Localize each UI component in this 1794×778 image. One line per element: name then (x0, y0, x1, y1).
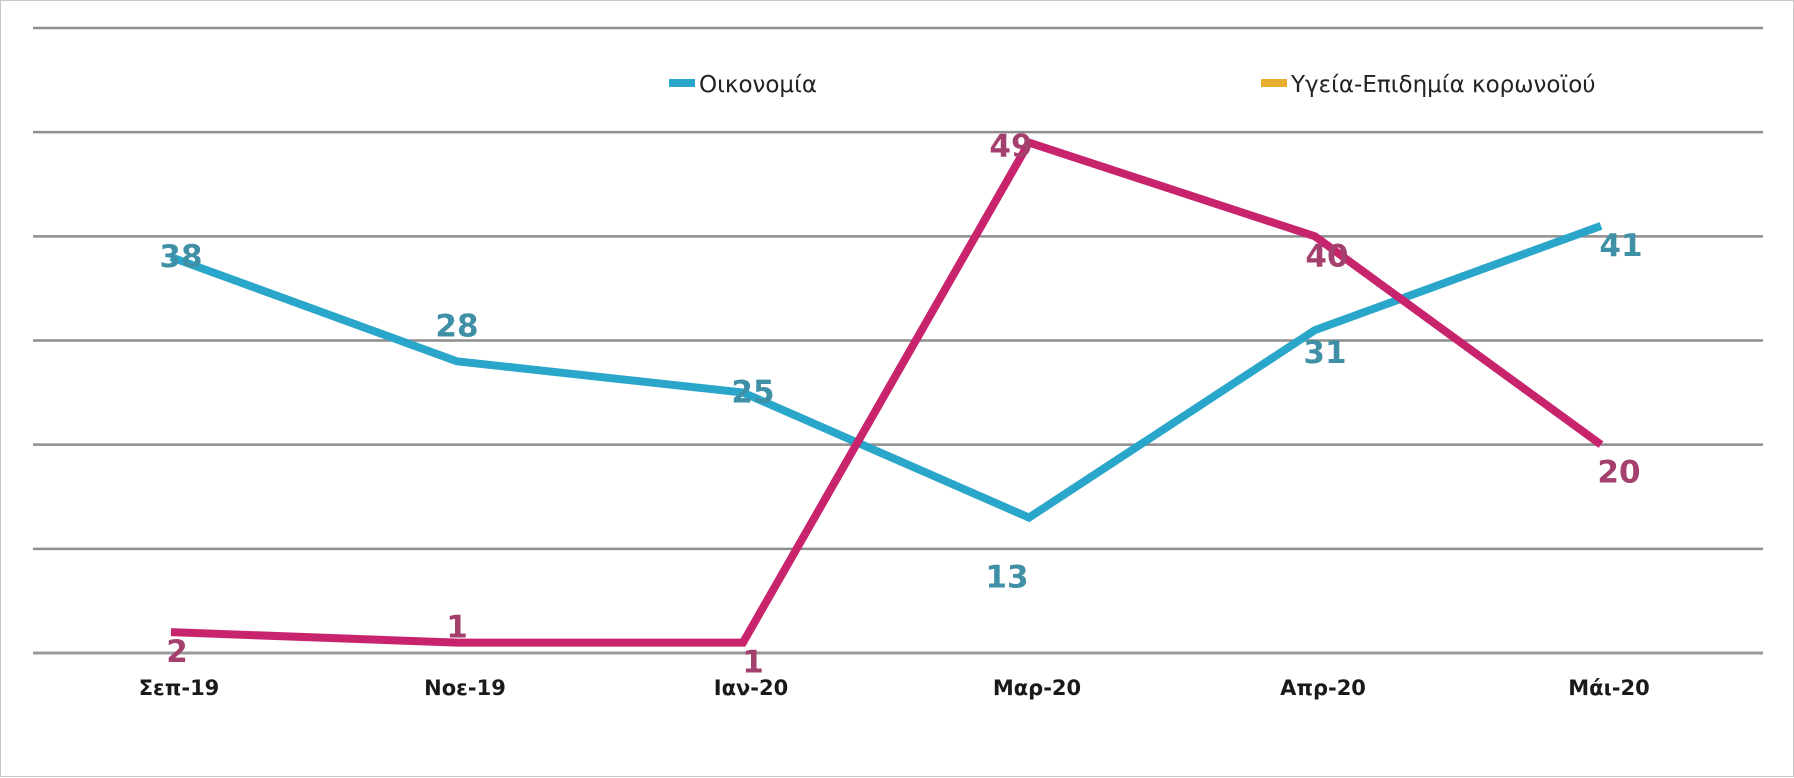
data-label: 28 (435, 308, 478, 344)
legend-label: Υγεία-Επιδημία κορωνοϊού (1290, 72, 1596, 98)
data-label: 40 (1305, 238, 1348, 274)
data-label: 41 (1599, 228, 1642, 264)
data-label: 13 (985, 560, 1028, 596)
legend-swatch (669, 79, 695, 87)
data-label: 1 (446, 610, 468, 646)
series-line-economy (169, 222, 1603, 523)
data-label: 20 (1597, 455, 1640, 491)
legend-label: Οικονομία (699, 72, 817, 98)
data-label: 49 (989, 129, 1032, 165)
data-label: 2 (166, 634, 188, 670)
x-tick-label: Απρ-20 (1280, 676, 1366, 700)
data-label: 25 (731, 375, 774, 411)
legend-swatch (1261, 79, 1287, 87)
x-tick-label: Μάι-20 (1568, 676, 1649, 700)
data-label: 1 (742, 645, 764, 681)
data-label: 31 (1303, 335, 1346, 371)
series-line-health (170, 137, 1604, 647)
x-tick-label: Νοε-19 (424, 676, 506, 700)
x-tick-label: Μαρ-20 (993, 676, 1081, 700)
data-label: 38 (159, 239, 202, 275)
x-tick-label: Ιαν-20 (714, 676, 788, 700)
x-tick-label: Σεπ-19 (139, 676, 220, 700)
